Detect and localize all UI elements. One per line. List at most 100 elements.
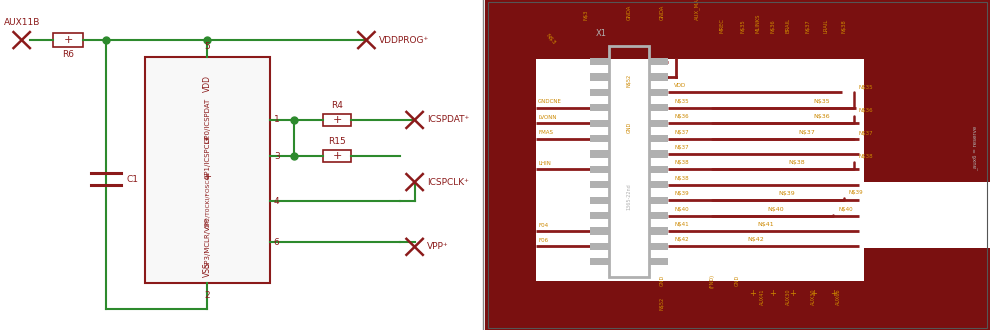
Bar — [590, 104, 609, 112]
Text: N$52: N$52 — [627, 74, 632, 87]
Text: C1: C1 — [127, 175, 139, 183]
Text: N$38: N$38 — [788, 160, 805, 165]
Text: F04: F04 — [539, 223, 548, 228]
Text: N$40: N$40 — [839, 207, 853, 212]
Bar — [609, 46, 649, 277]
Bar — [649, 258, 668, 265]
Bar — [590, 212, 609, 219]
Bar — [485, 280, 990, 330]
Text: GND: GND — [659, 275, 664, 286]
Bar — [649, 227, 668, 235]
Bar — [649, 89, 668, 96]
Text: +: + — [810, 289, 817, 298]
Text: N$42: N$42 — [674, 238, 689, 243]
Text: N$38: N$38 — [858, 154, 873, 159]
Text: N$41: N$41 — [674, 222, 689, 227]
Bar — [590, 258, 609, 265]
Bar — [485, 0, 990, 59]
Text: LRAIL: LRAIL — [824, 19, 829, 33]
Text: N$36: N$36 — [814, 114, 830, 119]
Bar — [649, 166, 668, 173]
Text: GND: GND — [735, 275, 741, 286]
Text: VDD: VDD — [203, 75, 212, 92]
Text: N$35: N$35 — [741, 19, 745, 33]
Text: +: + — [63, 35, 72, 45]
Bar — [323, 114, 351, 126]
Bar — [590, 135, 609, 142]
Bar — [649, 181, 668, 188]
Text: GP2/T0CKI/FOSC4: GP2/T0CKI/FOSC4 — [205, 175, 210, 228]
Bar — [649, 73, 668, 81]
Text: N$36: N$36 — [858, 108, 873, 113]
Text: AUX30: AUX30 — [811, 289, 816, 305]
Text: X1: X1 — [596, 29, 607, 38]
Text: 1365-22nd: 1365-22nd — [627, 183, 632, 210]
Bar — [590, 58, 609, 65]
Bar — [649, 135, 668, 142]
Text: LVONN: LVONN — [539, 115, 556, 120]
Text: N$38: N$38 — [842, 19, 846, 33]
Bar — [649, 197, 668, 204]
Text: N$42: N$42 — [747, 238, 764, 243]
Bar — [649, 150, 668, 158]
Text: N$37: N$37 — [674, 130, 689, 135]
Text: N$37: N$37 — [674, 145, 689, 150]
Text: GND: GND — [627, 121, 632, 133]
Bar — [590, 73, 609, 81]
Bar — [590, 150, 609, 158]
Text: ICSPDAT⁺: ICSPDAT⁺ — [427, 115, 469, 124]
Text: GP1/ICSPCLK: GP1/ICSPCLK — [204, 134, 210, 179]
Bar — [590, 119, 609, 127]
Text: GP3/MCLR/VPP: GP3/MCLR/VPP — [204, 216, 210, 268]
Text: N$41: N$41 — [757, 222, 774, 227]
Bar — [323, 150, 351, 162]
Text: 6: 6 — [274, 238, 279, 247]
Bar — [590, 181, 609, 188]
Text: R4: R4 — [331, 101, 343, 110]
Text: GP0/ICSPDAT: GP0/ICSPDAT — [204, 97, 210, 143]
Bar — [649, 58, 668, 65]
Text: GNDA: GNDA — [659, 4, 664, 20]
Text: AUX41: AUX41 — [760, 289, 765, 305]
Text: +: + — [333, 115, 342, 125]
Text: VSS: VSS — [203, 262, 212, 277]
Text: 4: 4 — [274, 197, 279, 206]
Text: N$36: N$36 — [770, 19, 775, 33]
Text: BRAIL: BRAIL — [785, 18, 791, 33]
Text: FMAS: FMAS — [539, 130, 553, 135]
Bar — [590, 243, 609, 250]
Text: ICSPCLK⁺: ICSPCLK⁺ — [427, 178, 468, 186]
Text: +: + — [749, 289, 756, 298]
Text: N$38: N$38 — [674, 176, 689, 181]
Text: AUX6b: AUX6b — [836, 289, 842, 305]
Text: GNDCNE: GNDCNE — [539, 100, 562, 105]
Text: N$35: N$35 — [674, 99, 689, 104]
Bar — [863, 248, 990, 330]
Bar — [590, 227, 609, 235]
Text: +: + — [333, 151, 342, 161]
Text: +: + — [830, 289, 837, 298]
Text: N$3: N$3 — [583, 10, 589, 20]
Text: N$37: N$37 — [798, 130, 815, 135]
Text: AUX30: AUX30 — [785, 289, 791, 305]
Text: N$39: N$39 — [778, 191, 795, 196]
Bar — [649, 104, 668, 112]
Text: N$37: N$37 — [858, 131, 873, 136]
Bar — [590, 166, 609, 173]
Text: +: + — [790, 289, 797, 298]
Text: VPP⁺: VPP⁺ — [427, 242, 448, 251]
Text: LHIN: LHIN — [539, 161, 551, 166]
Text: MREC: MREC — [720, 18, 725, 33]
Text: 1: 1 — [274, 115, 279, 124]
Bar — [590, 89, 609, 96]
Bar — [53, 33, 83, 47]
Bar — [145, 56, 270, 283]
Bar — [590, 197, 609, 204]
Text: +: + — [203, 172, 211, 182]
Bar — [649, 119, 668, 127]
Text: (FND): (FND) — [710, 274, 715, 287]
Text: VDD: VDD — [674, 83, 687, 88]
Text: N$39: N$39 — [674, 191, 689, 196]
Text: MLINKS: MLINKS — [755, 14, 760, 33]
Text: N$35: N$35 — [814, 99, 830, 104]
